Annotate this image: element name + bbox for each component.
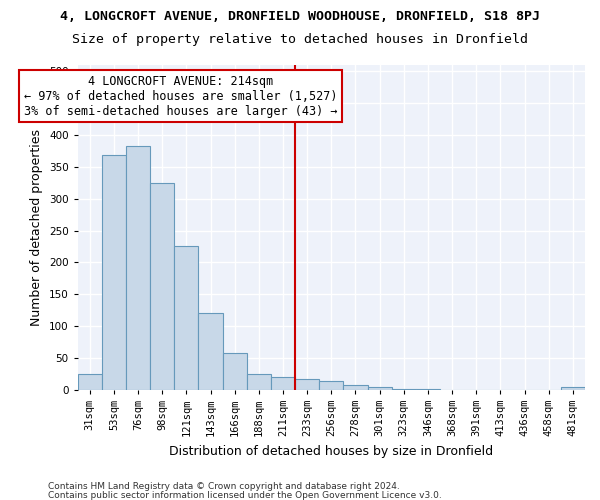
Bar xyxy=(319,382,343,390)
Bar xyxy=(416,389,440,390)
Bar xyxy=(150,183,174,390)
X-axis label: Distribution of detached houses by size in Dronfield: Distribution of detached houses by size … xyxy=(169,444,493,458)
Bar xyxy=(247,374,271,390)
Text: Contains HM Land Registry data © Crown copyright and database right 2024.: Contains HM Land Registry data © Crown c… xyxy=(48,482,400,491)
Bar xyxy=(199,314,223,390)
Bar xyxy=(368,387,392,390)
Y-axis label: Number of detached properties: Number of detached properties xyxy=(31,129,43,326)
Bar xyxy=(126,146,150,390)
Bar xyxy=(343,385,368,390)
Text: Contains public sector information licensed under the Open Government Licence v3: Contains public sector information licen… xyxy=(48,491,442,500)
Text: 4 LONGCROFT AVENUE: 214sqm
← 97% of detached houses are smaller (1,527)
3% of se: 4 LONGCROFT AVENUE: 214sqm ← 97% of deta… xyxy=(23,74,337,118)
Bar xyxy=(392,389,416,390)
Bar xyxy=(295,379,319,390)
Bar xyxy=(223,354,247,390)
Bar xyxy=(271,377,295,390)
Text: Size of property relative to detached houses in Dronfield: Size of property relative to detached ho… xyxy=(72,32,528,46)
Bar xyxy=(174,246,199,390)
Text: 4, LONGCROFT AVENUE, DRONFIELD WOODHOUSE, DRONFIELD, S18 8PJ: 4, LONGCROFT AVENUE, DRONFIELD WOODHOUSE… xyxy=(60,10,540,23)
Bar xyxy=(102,156,126,390)
Bar xyxy=(77,374,102,390)
Bar xyxy=(561,387,585,390)
